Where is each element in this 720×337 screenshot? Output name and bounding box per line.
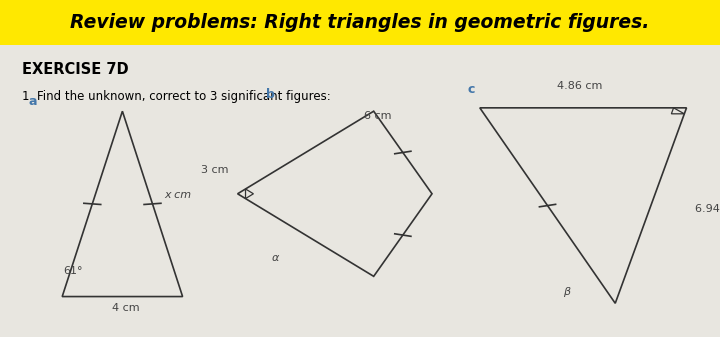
Text: c: c [468,83,475,96]
Text: α: α [272,253,279,263]
Text: b: b [266,88,275,101]
Text: β: β [563,286,570,297]
FancyBboxPatch shape [0,0,720,45]
Text: x cm: x cm [164,190,192,201]
Text: 4 cm: 4 cm [112,303,140,313]
Text: 6 cm: 6 cm [364,111,391,121]
Text: 6.94 cm: 6.94 cm [695,204,720,214]
Text: 4.86 cm: 4.86 cm [557,81,603,91]
Text: EXERCISE 7D: EXERCISE 7D [22,62,128,76]
Text: 61°: 61° [63,266,83,276]
Text: a: a [29,95,37,108]
Text: Review problems: Right triangles in geometric figures.: Review problems: Right triangles in geom… [71,13,649,32]
Text: 1  Find the unknown, correct to 3 significant figures:: 1 Find the unknown, correct to 3 signifi… [22,90,330,102]
Text: 3 cm: 3 cm [202,165,229,175]
